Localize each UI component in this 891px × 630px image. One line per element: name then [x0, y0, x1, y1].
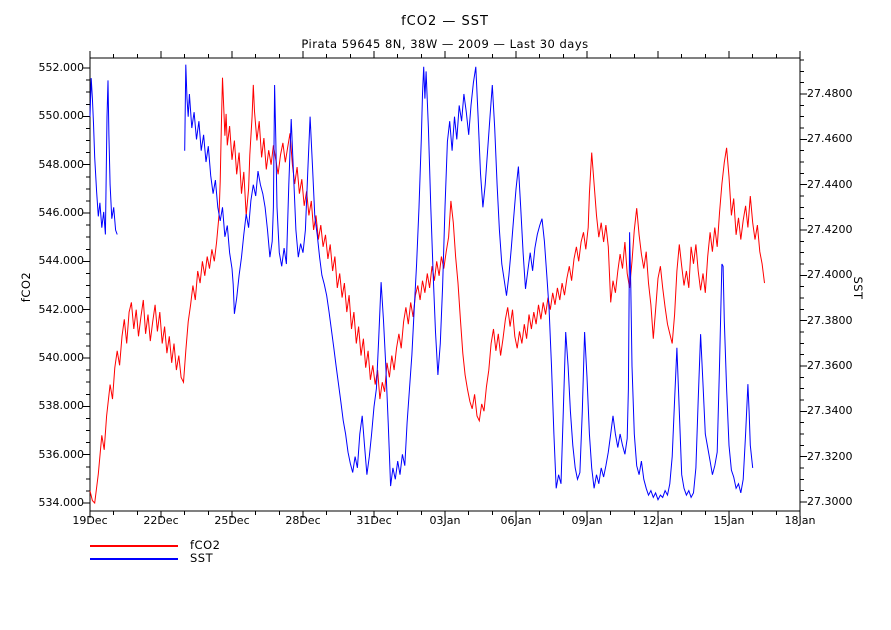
x-axis-tick-label: 19Dec	[72, 514, 108, 527]
right-axis-tick-label: 27.4800	[807, 87, 853, 101]
x-axis-tick-label: 28Dec	[285, 514, 321, 527]
left-axis-tick-label: 546.000	[38, 206, 85, 219]
right-axis-tick-label: 27.3600	[807, 358, 853, 372]
legend-label-sst: SST	[190, 551, 214, 565]
left-axis-tick-label: 540.000	[38, 351, 85, 364]
left-axis-tick-label: 548.000	[38, 157, 85, 171]
x-axis-tick-label: 25Dec	[214, 514, 250, 527]
series-line-fco2	[89, 77, 765, 505]
x-axis-tick-label: 15Jan	[713, 514, 745, 527]
right-axis-title: SST	[851, 276, 865, 300]
left-axis-tick-label: 544.000	[38, 254, 85, 268]
series-line-sst	[89, 78, 118, 235]
left-axis-tick-label: 538.000	[38, 399, 85, 413]
right-axis-tick-label: 27.3000	[807, 494, 853, 508]
series-line-sst	[184, 64, 754, 501]
right-axis-tick-label: 27.4200	[807, 222, 853, 236]
x-axis-tick-label: 03Jan	[429, 514, 461, 527]
x-axis-tick-label: 12Jan	[642, 514, 674, 527]
right-axis-tick-label: 27.4000	[807, 268, 853, 282]
chart-subtitle: Pirata 59645 8N, 38W — 2009 — Last 30 da…	[301, 37, 589, 51]
x-axis-tick-label: 22Dec	[143, 514, 179, 527]
left-axis-tick-label: 552.000	[38, 61, 85, 74]
x-axis-tick-label: 09Jan	[571, 514, 603, 527]
right-axis-tick-label: 27.4600	[807, 132, 853, 146]
left-axis-tick-label: 536.000	[38, 447, 85, 461]
left-axis-tick-label: 542.000	[38, 302, 85, 316]
right-axis-tick-label: 27.4400	[807, 177, 853, 191]
x-axis-tick-label: 18Jan	[784, 514, 816, 527]
x-axis-tick-label: 31Dec	[356, 514, 392, 527]
legend-swatch-fco2	[90, 545, 178, 547]
legend-label-fco2: fCO2	[190, 538, 221, 552]
x-axis-tick-label: 06Jan	[500, 514, 532, 527]
right-axis-tick-label: 27.3200	[807, 449, 853, 463]
right-axis-tick-label: 27.3400	[807, 404, 853, 418]
right-axis-tick-label: 27.3800	[807, 313, 853, 327]
chart-title: fCO2 — SST	[401, 14, 489, 29]
legend-swatch-sst	[90, 558, 178, 560]
left-axis-tick-label: 550.000	[38, 109, 85, 123]
left-axis-tick-label: 534.000	[38, 496, 85, 509]
